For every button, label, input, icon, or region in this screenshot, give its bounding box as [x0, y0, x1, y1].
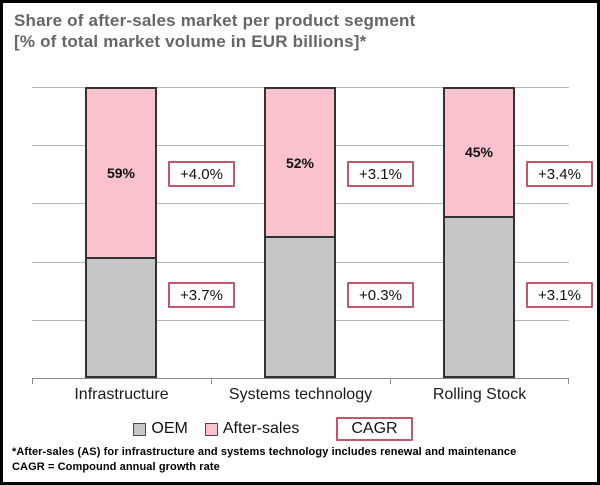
- cagr-oem-value-box: +3.1%: [526, 282, 593, 308]
- cagr-oem-value: +0.3%: [359, 286, 402, 304]
- stacked-bar: 59%: [85, 87, 157, 378]
- cagr-after-sales-value-box: +3.1%: [347, 161, 414, 187]
- legend-oem-label: OEM: [151, 420, 188, 437]
- chart-title: Share of after-sales market per product …: [14, 10, 415, 52]
- cagr-after-sales-value: +3.4%: [538, 165, 581, 183]
- cagr-after-sales-value-box: +4.0%: [168, 161, 235, 187]
- chart-title-line1: Share of after-sales market per product …: [14, 11, 416, 30]
- category-label-rolling-stock: Rolling Stock: [432, 386, 527, 403]
- oem-segment: [264, 238, 336, 378]
- bar-group-systems-technology: 52% +3.1% +0.3% Systems technology: [211, 87, 414, 403]
- axis-tick: [211, 378, 212, 384]
- axis-tick: [568, 378, 569, 384]
- bar-group-rolling-stock: 45% +3.4% +3.1% Rolling Stock: [390, 87, 593, 403]
- oem-segment: [85, 258, 157, 378]
- stacked-bar: 52%: [264, 87, 336, 378]
- legend-item-after-sales: After-sales: [204, 420, 300, 438]
- after-sales-share-label: 52%: [285, 154, 315, 171]
- legend-item-oem: OEM: [133, 420, 188, 438]
- footnote-after-sales: *After-sales (AS) for infrastructure and…: [12, 446, 517, 458]
- category-label-systems-technology: Systems technology: [228, 386, 373, 403]
- stacked-bar: 45%: [443, 87, 515, 378]
- after-sales-segment: 52%: [264, 87, 336, 239]
- after-sales-share-label: 45%: [464, 144, 494, 161]
- cagr-after-sales-value: +3.1%: [359, 165, 402, 183]
- footnote-cagr-definition: CAGR = Compound annual growth rate: [12, 460, 220, 473]
- after-sales-swatch-icon: [204, 422, 218, 436]
- cagr-oem-value: +3.7%: [180, 286, 223, 304]
- after-sales-segment: 45%: [443, 87, 515, 218]
- legend-after-sales-label: After-sales: [222, 420, 300, 437]
- footnotes: *After-sales (AS) for infrastructure and…: [12, 445, 597, 474]
- legend: OEM After-sales CAGR: [3, 417, 597, 441]
- legend-cagr-box: CAGR: [336, 417, 413, 441]
- chart-title-line2: [% of total market volume in EUR billion…: [14, 32, 367, 51]
- oem-segment: [443, 217, 515, 378]
- after-sales-share-label: 59%: [106, 164, 136, 181]
- cagr-after-sales-value-box: +3.4%: [526, 161, 593, 187]
- axis-tick: [32, 378, 33, 384]
- after-sales-segment: 59%: [85, 87, 157, 259]
- bar-group-infrastructure: 59% +4.0% +3.7% Infrastructure: [32, 87, 235, 403]
- oem-swatch-icon: [133, 422, 147, 436]
- plot-area: 59% +4.0% +3.7% Infrastructure 52% +3.1%: [32, 87, 593, 403]
- cagr-after-sales-value: +4.0%: [180, 165, 223, 183]
- cagr-oem-value: +3.1%: [538, 286, 581, 304]
- axis-tick: [390, 378, 391, 384]
- cagr-oem-value-box: +3.7%: [168, 282, 235, 308]
- category-label-infrastructure: Infrastructure: [74, 386, 169, 403]
- cagr-oem-value-box: +0.3%: [347, 282, 414, 308]
